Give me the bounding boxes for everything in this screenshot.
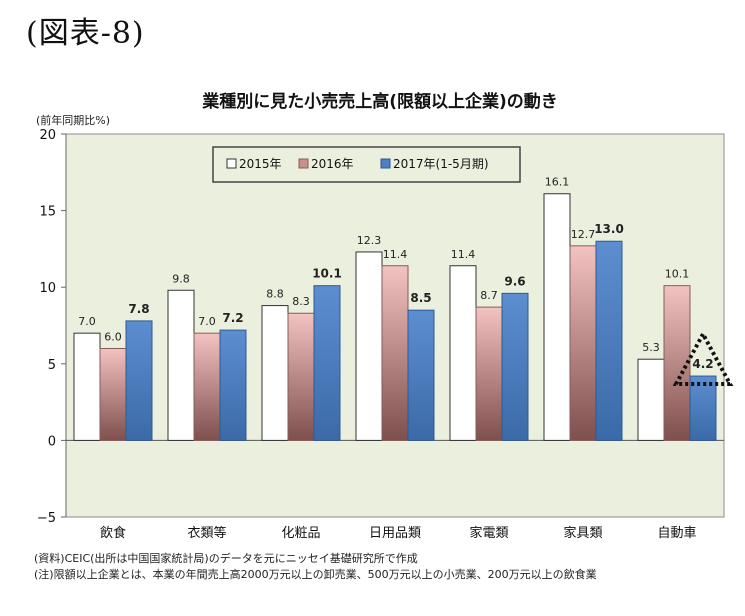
data-label: 16.1 xyxy=(545,176,570,189)
bar-1-6 xyxy=(663,285,691,441)
data-label: 5.3 xyxy=(642,341,660,354)
legend-label: 2015年 xyxy=(239,157,282,171)
data-label: 9.6 xyxy=(504,274,525,288)
x-axis: 飲食 衣類等 化粧品 日用品類 家電類 家具類 自動車 xyxy=(100,525,697,541)
x-tick-label: 日用品類 xyxy=(369,526,421,541)
highlight xyxy=(672,329,734,387)
x-tick-label: 家具類 xyxy=(563,525,602,541)
y-tick-label: 10 xyxy=(39,281,56,296)
data-label: 9.8 xyxy=(172,272,190,285)
data-label: 8.5 xyxy=(410,291,431,305)
y-tick-label: −5 xyxy=(37,511,56,526)
data-label: 8.3 xyxy=(292,295,310,308)
data-label: 10.1 xyxy=(665,268,690,281)
figure-label: (図表-8) xyxy=(26,16,145,51)
bar-2-3 xyxy=(407,309,435,441)
data-label: 7.0 xyxy=(78,315,96,328)
bar-2-5 xyxy=(595,240,623,441)
bar-0-4 xyxy=(449,265,477,441)
data-label: 4.2 xyxy=(692,357,713,371)
bar-1-4 xyxy=(475,306,503,441)
bar-2-2 xyxy=(313,285,341,441)
legend-swatch xyxy=(298,158,309,169)
data-label: 6.0 xyxy=(104,330,122,343)
bar-0-1 xyxy=(167,289,195,441)
legend-swatch xyxy=(226,158,237,169)
y-tick-label: 5 xyxy=(48,358,56,373)
x-tick-label: 飲食 xyxy=(100,525,126,541)
bars: 7.06.07.89.87.0 7.28.88.310.112.311.48.51… xyxy=(73,176,717,441)
data-label: 7.8 xyxy=(128,302,149,316)
chart-title: 業種別に見た小売売上高(限額以上企業)の動き xyxy=(202,91,558,112)
y-tick-label: 15 xyxy=(39,205,56,220)
legend-swatch xyxy=(380,158,391,169)
data-label: 11.4 xyxy=(451,248,476,261)
bar-2-0 xyxy=(125,320,153,441)
legend-box xyxy=(212,146,521,183)
bar-1-0 xyxy=(99,347,127,441)
legend: 2015年 2016年 2017年(1-5月期) xyxy=(212,146,521,183)
data-label: 12.3 xyxy=(357,234,382,247)
x-tick-label: 化粧品 xyxy=(281,526,320,541)
data-label: 7.0 xyxy=(198,315,216,328)
bar-1-1 xyxy=(193,332,221,441)
legend-label: 2017年(1-5月期) xyxy=(393,157,489,171)
data-label: 11.4 xyxy=(383,248,408,261)
x-tick-label: 家電類 xyxy=(469,525,508,541)
data-label: 8.7 xyxy=(480,289,498,302)
y-tick-label: 0 xyxy=(48,434,56,449)
bar-2-6 xyxy=(689,375,717,441)
data-label: 12.7 xyxy=(571,228,596,241)
bar-0-0 xyxy=(73,332,101,441)
bar-0-5 xyxy=(543,193,571,441)
source-note: (資料)CEIC(出所は中国国家統計局)のデータを元にニッセイ基礎研究所で作成 xyxy=(34,552,418,565)
highlight-triangle xyxy=(672,329,734,387)
legend-label: 2016年 xyxy=(311,157,354,171)
bar-0-2 xyxy=(261,305,289,441)
bar-0-3 xyxy=(355,251,383,441)
data-label: 8.8 xyxy=(266,288,284,301)
bar-1-5 xyxy=(569,245,597,441)
data-label: 7.2 xyxy=(222,311,243,325)
x-tick-label: 衣類等 xyxy=(187,525,226,541)
bar-1-2 xyxy=(287,312,315,441)
bar-2-4 xyxy=(501,292,529,441)
remark-note: (注)限額以上企業とは、本業の年間売上高2000万元以上の卸売業、500万元以上… xyxy=(34,568,597,581)
y-tick-label: 20 xyxy=(39,128,56,143)
bar-0-6 xyxy=(637,358,665,441)
data-label: 10.1 xyxy=(312,267,342,281)
data-label: 13.0 xyxy=(594,222,624,236)
bar-2-1 xyxy=(219,329,247,441)
bar-1-3 xyxy=(381,265,409,441)
x-tick-label: 自動車 xyxy=(657,526,696,541)
y-axis-label: (前年同期比%) xyxy=(36,113,110,127)
